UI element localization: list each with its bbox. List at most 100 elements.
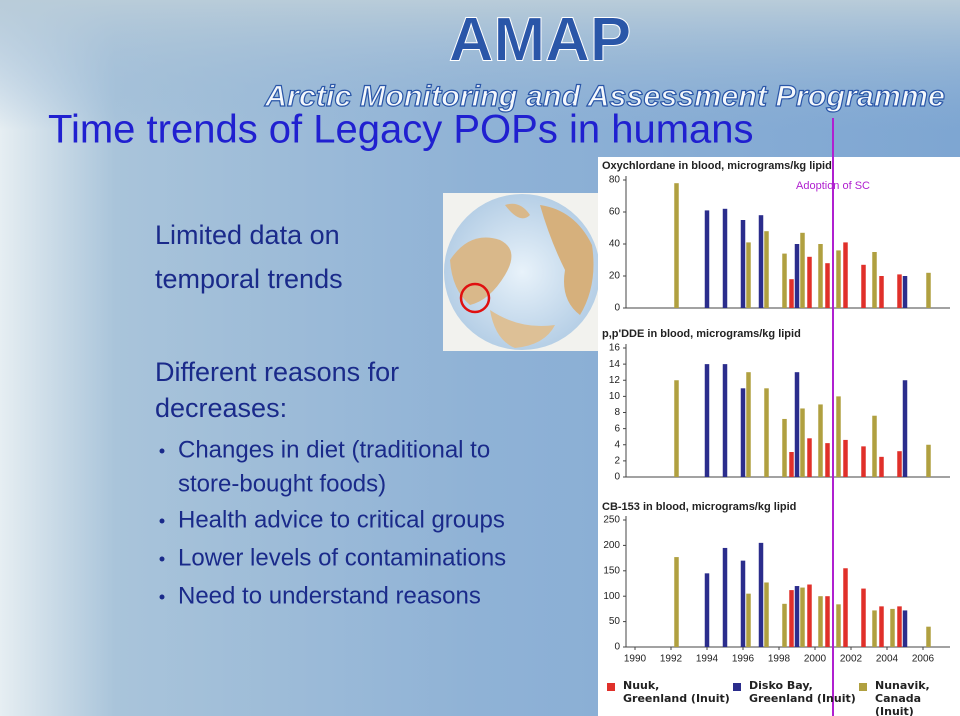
x-tick-label: 1992: [660, 654, 683, 665]
y-tick-label: 6: [614, 423, 620, 434]
bar: [825, 263, 830, 308]
y-tick-label: 200: [603, 540, 620, 551]
bar: [818, 404, 823, 477]
bullet: [159, 594, 165, 600]
y-tick-label: 150: [603, 565, 620, 576]
y-tick-label: 8: [614, 407, 620, 418]
bar: [902, 276, 908, 308]
y-tick-label: 60: [609, 207, 621, 218]
bar: [897, 274, 902, 308]
bar: [897, 451, 902, 477]
bar: [800, 232, 805, 308]
x-tick-label: 1994: [696, 654, 719, 665]
chart-title: p,p'DDE in blood, micrograms/kg lipid: [602, 328, 801, 340]
legend-label: Nunavik, Canada (Inuit): [875, 679, 930, 716]
bar: [879, 606, 884, 647]
bar: [902, 380, 908, 477]
logo: AMAP: [449, 5, 632, 74]
slide-title: Time trends of Legacy POPs in humans: [48, 108, 754, 152]
bar: [758, 542, 764, 647]
bar: [872, 415, 877, 477]
bar: [704, 210, 710, 308]
bar: [926, 444, 931, 477]
y-tick-label: 16: [609, 343, 621, 354]
bar: [872, 252, 877, 308]
y-tick-label: 0: [614, 642, 620, 653]
bar: [746, 242, 751, 308]
bar: [794, 586, 800, 647]
x-tick-label: 2006: [912, 654, 935, 665]
bar: [897, 606, 902, 647]
y-tick-label: 20: [609, 271, 621, 282]
bar: [818, 244, 823, 308]
y-tick-label: 0: [614, 303, 620, 314]
legend-swatch: [733, 683, 741, 691]
intro-line: Limited data on: [155, 220, 340, 250]
bar: [843, 242, 848, 308]
bar: [807, 438, 812, 477]
bar: [872, 610, 877, 647]
bullet-text: store-bought foods): [178, 470, 386, 497]
chart-title: Oxychlordane in blood, micrograms/kg lip…: [602, 160, 832, 172]
bar: [764, 231, 769, 308]
bar: [807, 256, 812, 308]
bar: [674, 557, 679, 647]
bar: [782, 253, 787, 308]
bar: [746, 593, 751, 647]
legend-label: Disko Bay, Greenland (Inuit): [749, 679, 856, 705]
x-tick-label: 2004: [876, 654, 899, 665]
bar: [926, 272, 931, 308]
arctic-map: [443, 193, 600, 351]
bullet-text: Health advice to critical groups: [178, 506, 505, 533]
bullet-text: Lower levels of contaminations: [178, 544, 506, 571]
bar: [825, 443, 830, 477]
y-tick-label: 10: [609, 391, 621, 402]
x-tick-label: 1998: [768, 654, 791, 665]
bullet: [159, 556, 165, 562]
bullet: [159, 448, 165, 454]
x-tick-label: 2002: [840, 654, 863, 665]
bar: [764, 582, 769, 647]
y-tick-label: 4: [614, 439, 620, 450]
x-tick-label: 2000: [804, 654, 827, 665]
bar: [794, 244, 800, 308]
bar: [789, 279, 794, 308]
bar: [746, 372, 751, 477]
bar: [704, 573, 710, 647]
bullet-text: Changes in diet (traditional to: [178, 436, 490, 463]
x-tick-label: 1990: [624, 654, 647, 665]
bar: [825, 596, 830, 647]
bar: [836, 396, 841, 477]
bar: [861, 264, 866, 308]
bar: [674, 183, 679, 308]
bar: [740, 220, 746, 308]
y-tick-label: 12: [609, 375, 621, 386]
y-tick-label: 2: [614, 456, 620, 467]
bar: [836, 604, 841, 647]
bar: [758, 215, 764, 308]
bar: [674, 380, 679, 477]
bar: [800, 587, 805, 647]
y-tick-label: 250: [603, 515, 620, 526]
bar: [807, 584, 812, 647]
bar: [843, 439, 848, 477]
reasons-line: decreases:: [155, 393, 287, 423]
logo-subtitle: Arctic Monitoring and Assessment Program…: [264, 80, 945, 113]
bar: [879, 456, 884, 477]
y-tick-label: 40: [609, 239, 621, 250]
bar: [704, 364, 710, 477]
bar: [794, 372, 800, 477]
bar: [782, 418, 787, 477]
bar: [861, 588, 866, 647]
y-tick-label: 100: [603, 591, 620, 602]
bar: [764, 388, 769, 477]
bar: [789, 590, 794, 647]
bar: [782, 603, 787, 647]
bar: [740, 388, 746, 477]
bar: [740, 560, 746, 647]
legend-swatch: [859, 683, 867, 691]
bullet-text: Need to understand reasons: [178, 582, 481, 609]
bar: [926, 626, 931, 647]
bar: [861, 446, 866, 477]
